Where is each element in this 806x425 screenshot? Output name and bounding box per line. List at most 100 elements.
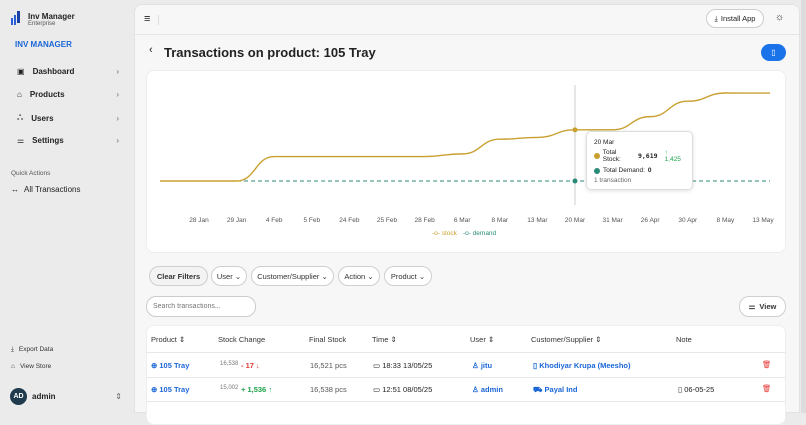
filter-label: Customer/Supplier <box>257 271 320 281</box>
sort-icon: ⇕ <box>178 335 186 344</box>
product-link[interactable]: ⊕ 105 Tray <box>151 361 190 370</box>
sidebar-item-products[interactable]: ⌂ Products › <box>17 90 119 99</box>
x-tick-label: 29 Jan <box>227 217 247 224</box>
header-label: User <box>470 335 486 344</box>
chart-tooltip: 20 Mar Total Stock: 9,619 ↑ 1,425 Total De… <box>586 131 693 190</box>
delete-icon[interactable]: 🗑 <box>762 384 772 393</box>
x-tick-label: 8 May <box>717 217 735 224</box>
users-icon: ஃ <box>17 113 24 122</box>
row-divider <box>146 377 786 378</box>
user-link[interactable]: ♙ admin <box>472 385 503 394</box>
header-final-stock: Final Stock <box>309 335 347 344</box>
clear-filters-label: Clear Filters <box>156 271 201 281</box>
view-button[interactable]: ⚌ View <box>739 296 786 317</box>
delete-icon[interactable]: 🗑 <box>762 360 772 369</box>
export-data-link[interactable]: ⤓ Export Data <box>11 346 53 354</box>
header-customer-supplier[interactable]: Customer/Supplier ⇕ <box>531 335 602 344</box>
stock-dot-icon <box>594 153 600 159</box>
note-value: 06-05-25 <box>684 385 715 394</box>
product-name: 105 Tray <box>159 385 190 394</box>
chevron-updown-icon: ⇕ <box>115 391 122 401</box>
x-tick-label: 6 Mar <box>454 217 471 224</box>
x-tick-label: 31 Mar <box>602 217 623 224</box>
sliders-icon: ⚌ <box>17 136 25 145</box>
calendar-icon: ▭ <box>373 361 381 370</box>
filter-product[interactable]: Product ⌄ <box>384 266 432 286</box>
x-tick-label: 13 May <box>752 217 774 224</box>
sidebar-item-users[interactable]: ஃ Users › <box>17 113 119 123</box>
header-stock-change: Stock Change <box>218 335 266 344</box>
user-menu[interactable]: AD admin ⇕ <box>10 387 122 405</box>
filter-action[interactable]: Action ⌄ <box>338 266 380 286</box>
series-demand-point-active[interactable] <box>572 178 578 184</box>
x-tick-label: 20 Mar <box>565 217 586 224</box>
store-icon: ⌂ <box>11 363 15 370</box>
header-time[interactable]: Time ⇕ <box>372 335 397 344</box>
view-store-label: View Store <box>19 363 52 370</box>
scrollbar[interactable] <box>801 0 806 413</box>
time-value: 12:51 08/05/25 <box>382 385 433 394</box>
chevron-right-icon: › <box>116 113 119 123</box>
series-stock-point-active[interactable] <box>572 127 578 133</box>
menu-toggle-icon[interactable]: ≡ <box>144 13 151 25</box>
tooltip-count: 1 transaction <box>594 177 632 184</box>
arrow-up-icon: ↑ <box>268 385 273 394</box>
time-value: 18:33 13/05/25 <box>382 361 433 370</box>
sidebar-item-label: Settings <box>32 136 64 145</box>
x-tick-label: 26 Apr <box>641 217 661 224</box>
download-icon: ⤓ <box>714 13 718 23</box>
party-link[interactable]: ⛟ Payal Ind <box>533 385 577 395</box>
stock-change-value: + 1,536 <box>241 385 267 394</box>
calendar-icon: ▭ <box>373 385 381 394</box>
clipboard-icon: ▯ <box>678 385 683 394</box>
header-product[interactable]: Product ⇕ <box>151 335 185 344</box>
unit: pcs <box>335 361 347 370</box>
unit: pcs <box>335 385 347 394</box>
view-store-link[interactable]: ⌂ View Store <box>11 363 51 370</box>
building-icon: ▯ <box>533 361 538 370</box>
tooltip-demand-value: 0 <box>647 167 652 174</box>
filter-label: Action <box>344 271 366 281</box>
sort-icon: ⇕ <box>487 335 495 344</box>
x-tick-label: 5 Feb <box>303 217 320 224</box>
install-app-button[interactable]: ⤓ Install App <box>706 9 764 28</box>
install-app-label: Install App <box>720 14 756 23</box>
stock-chart: 28 Jan 29 Jan 4 Feb 5 Feb 24 Feb 25 Feb 28 Feb… <box>160 85 774 224</box>
truck-icon: ⛟ <box>533 385 543 394</box>
chevron-right-icon: › <box>116 67 119 76</box>
sidebar-item-label: Dashboard <box>32 67 75 76</box>
sidebar-item-dashboard[interactable]: ▣ Dashboard › <box>17 67 119 76</box>
stock-prev: 16,538 <box>220 361 239 367</box>
x-tick-label: 25 Feb <box>377 217 398 224</box>
legend-demand[interactable]: -o- demand <box>462 230 497 237</box>
final-stock-value: 16,521 <box>310 361 333 370</box>
stock-prev: 15,002 <box>220 385 239 391</box>
product-name: 105 Tray <box>159 361 190 370</box>
filter-user[interactable]: User ⌄ <box>211 266 247 286</box>
legend-stock[interactable]: -o- stock <box>432 230 457 237</box>
calendar-icon: ▯ <box>771 48 776 57</box>
sidebar-item-settings[interactable]: ⚌ Settings › <box>17 136 119 145</box>
chart-legend: -o- stock -o- demand <box>432 230 496 237</box>
demand-dot-icon <box>594 167 600 174</box>
filter-customer-supplier[interactable]: Customer/Supplier ⌄ <box>251 266 334 286</box>
calendar-button[interactable]: ▯ <box>761 44 786 61</box>
header-label: Time <box>372 335 389 344</box>
logo-icon <box>11 11 21 25</box>
theme-toggle-icon[interactable]: ☼ <box>775 12 785 23</box>
search-input[interactable] <box>146 296 256 317</box>
product-link[interactable]: ⊕ 105 Tray <box>151 385 190 394</box>
final-stock: 16,521 pcs <box>310 361 347 370</box>
party-link[interactable]: ▯ Khodiyar Krupa (Meesho) <box>533 361 631 370</box>
clear-filters-button[interactable]: Clear Filters <box>149 266 208 286</box>
quick-action-all-transactions[interactable]: ↔ All Transactions <box>11 185 80 194</box>
header-label: Product <box>151 335 177 344</box>
download-icon: ⤓ <box>11 346 14 353</box>
page-title: Transactions on product: 105 Tray <box>164 45 376 60</box>
header-user[interactable]: User ⇕ <box>470 335 494 344</box>
user-link[interactable]: ♙ jitu <box>472 361 493 370</box>
back-icon[interactable]: ‹ <box>149 44 153 56</box>
quick-actions-label: Quick Actions <box>11 170 51 177</box>
export-data-label: Export Data <box>18 346 54 353</box>
tooltip-stock-change: ↑ 1,425 <box>664 149 681 163</box>
